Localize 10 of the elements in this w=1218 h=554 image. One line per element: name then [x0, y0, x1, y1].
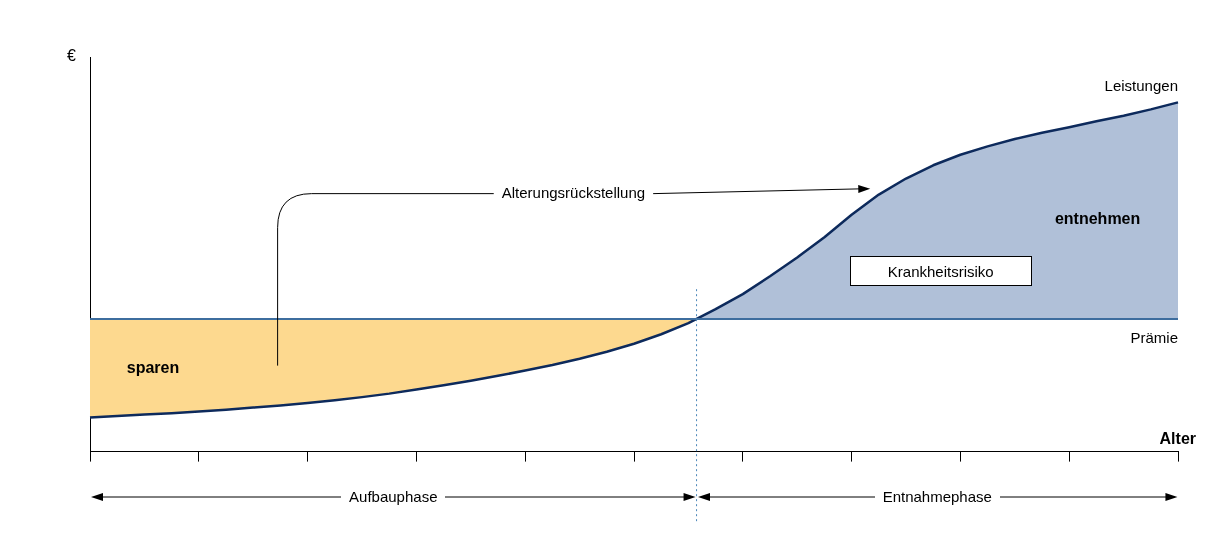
- y-axis-title: €: [67, 47, 77, 65]
- text-box: Krankheitsrisiko: [849, 256, 1032, 286]
- x-axis-title: Alter: [1159, 430, 1196, 448]
- annotation: sparen: [126, 358, 180, 376]
- text: Aufbauphase: [341, 488, 446, 505]
- annotation: entnehmen: [1054, 209, 1141, 227]
- series-label: Leistungen: [1104, 77, 1178, 95]
- series-label: Prämie: [1130, 328, 1178, 346]
- annotation: Alterungsrückstellung: [501, 183, 646, 201]
- text: Entnahmephase: [874, 488, 1000, 505]
